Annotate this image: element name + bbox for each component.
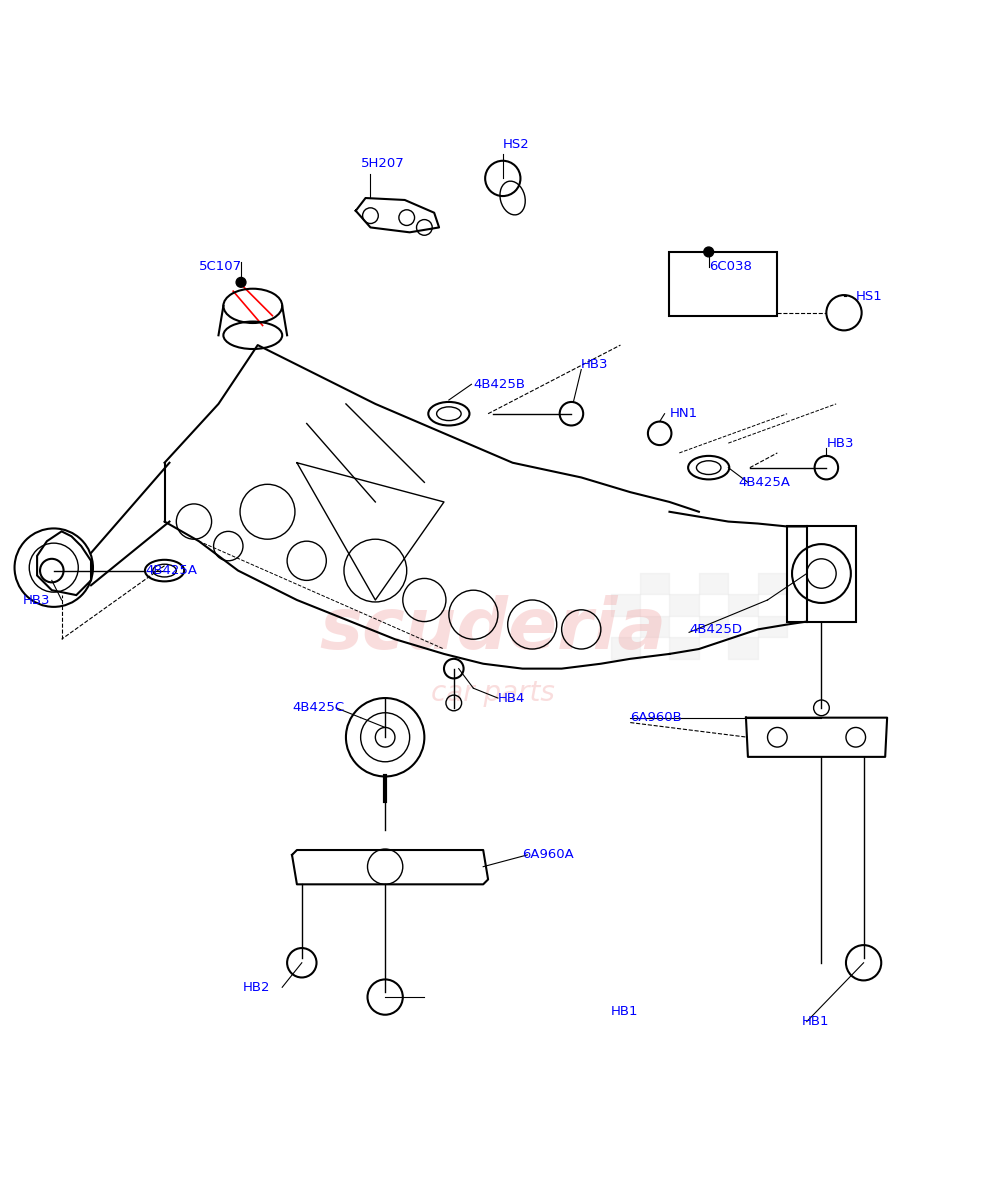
Circle shape — [236, 277, 246, 287]
Bar — [729, 637, 757, 659]
Bar — [729, 594, 757, 616]
Text: HB2: HB2 — [243, 980, 270, 994]
Text: HB3: HB3 — [23, 594, 50, 606]
Text: 4B425B: 4B425B — [473, 378, 526, 391]
Text: 4B425D: 4B425D — [689, 623, 742, 636]
Bar — [699, 616, 729, 637]
Bar — [757, 616, 787, 637]
Bar — [610, 637, 640, 659]
Text: 6A960B: 6A960B — [630, 712, 682, 724]
Text: scuderia: scuderia — [319, 595, 667, 664]
Bar — [699, 572, 729, 594]
Circle shape — [704, 247, 714, 257]
Text: car parts: car parts — [431, 679, 555, 707]
Bar — [640, 572, 669, 594]
Bar — [669, 637, 699, 659]
Text: HS1: HS1 — [856, 289, 882, 302]
Bar — [610, 594, 640, 616]
Text: 6A960A: 6A960A — [523, 848, 574, 862]
Bar — [757, 572, 787, 594]
Text: HB3: HB3 — [826, 437, 854, 450]
Text: 5C107: 5C107 — [199, 260, 242, 274]
Text: HN1: HN1 — [669, 407, 698, 420]
Text: 4B425C: 4B425C — [292, 701, 344, 714]
Text: HS2: HS2 — [503, 138, 529, 150]
Text: 6C038: 6C038 — [709, 260, 751, 274]
Text: 4B425A: 4B425A — [739, 476, 790, 488]
Text: 5H207: 5H207 — [361, 157, 404, 170]
Text: 4B425A: 4B425A — [145, 564, 197, 577]
Text: HB1: HB1 — [802, 1015, 829, 1028]
Bar — [640, 616, 669, 637]
Text: HB1: HB1 — [610, 1006, 638, 1019]
Text: HB3: HB3 — [581, 358, 608, 371]
Bar — [669, 594, 699, 616]
Text: HB4: HB4 — [498, 691, 526, 704]
